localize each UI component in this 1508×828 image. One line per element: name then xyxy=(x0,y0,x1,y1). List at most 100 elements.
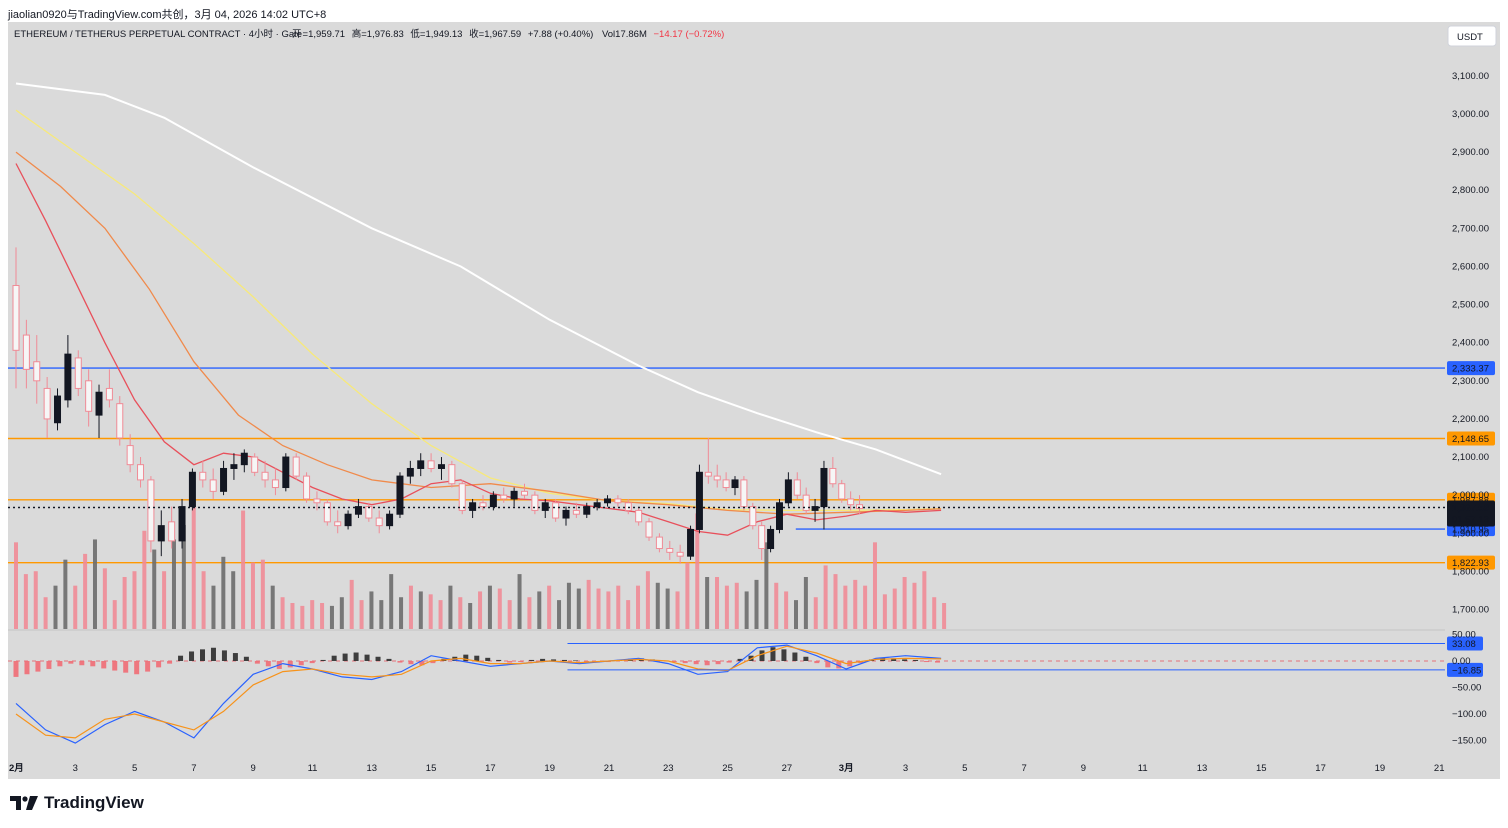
volume-bar xyxy=(112,600,117,629)
macd-histogram-bar xyxy=(737,658,743,661)
macd-histogram-bar xyxy=(112,661,118,671)
volume-bars xyxy=(14,504,947,629)
volume-change: −14.17 (−0.72%) xyxy=(654,29,725,40)
macd-histogram-bar xyxy=(331,655,337,661)
macd-histogram-bar xyxy=(156,661,162,668)
candle-down xyxy=(458,483,466,511)
macd-line xyxy=(15,644,942,744)
macd-histogram-bar xyxy=(68,661,74,664)
volume-bar xyxy=(241,510,246,629)
candle-down xyxy=(334,521,342,527)
macd-signal-line xyxy=(15,645,942,739)
macd-tick-label: 0.00 xyxy=(1452,656,1471,667)
volume-bar xyxy=(231,571,236,629)
macd-histogram-bar xyxy=(134,661,140,675)
candle-down xyxy=(323,502,331,523)
macd-level-box xyxy=(1447,636,1483,651)
time-tick-label: 5 xyxy=(132,763,137,774)
candle-down xyxy=(12,285,20,351)
time-tick-label: 2月 xyxy=(9,763,24,774)
currency-button[interactable]: USDT xyxy=(1447,25,1497,47)
currency-label[interactable]: USDT xyxy=(1457,32,1483,43)
volume-bar xyxy=(478,591,483,629)
open-value: 1,959.71 xyxy=(308,29,345,40)
macd-histogram-bar xyxy=(463,654,469,661)
candle-down xyxy=(793,479,801,496)
macd-histogram-bar xyxy=(254,661,260,664)
macd-histogram-bar xyxy=(770,647,776,661)
candle-down xyxy=(645,521,653,538)
volume-bar xyxy=(912,582,917,629)
price-tick-label: 2,600.00 xyxy=(1452,261,1489,272)
volume-bar xyxy=(250,562,255,629)
volume-bar xyxy=(794,600,799,629)
price-tick-label: 2,900.00 xyxy=(1452,147,1489,158)
volume-bar xyxy=(902,577,907,629)
candle-down xyxy=(365,506,373,519)
candle-down xyxy=(704,471,712,477)
candle-down xyxy=(137,464,145,481)
chart-background xyxy=(8,22,1500,779)
price-axis[interactable]: 3,100.00 3,000.00 2,900.00 2,800.00 2,700.00… xyxy=(1452,71,1489,616)
volume-bar xyxy=(655,582,660,629)
brand-text: TradingView xyxy=(44,793,144,812)
candle-down xyxy=(199,471,207,481)
macd-histogram-bar xyxy=(704,661,710,666)
volume-bar xyxy=(132,571,137,629)
macd-histogram-bar xyxy=(178,655,184,661)
candle-down xyxy=(22,334,30,370)
macd-histogram-bar xyxy=(507,661,513,663)
candle-up xyxy=(687,528,695,557)
time-tick-label: 13 xyxy=(367,763,378,774)
volume-bar xyxy=(201,571,206,629)
volume-bar xyxy=(142,530,147,629)
candle-down xyxy=(292,456,300,477)
macd-histogram-bar xyxy=(79,661,85,666)
volume-bar xyxy=(53,585,58,629)
level-price-label: 2,333.37 xyxy=(1452,364,1489,375)
candle-down xyxy=(209,479,217,492)
candle-down xyxy=(829,467,837,485)
volume-bar xyxy=(310,600,315,629)
volume-bar xyxy=(606,591,611,629)
volume-bar xyxy=(408,585,413,629)
candle-down xyxy=(427,460,435,469)
price-tick-label: 3,100.00 xyxy=(1452,71,1489,82)
macd-histogram-bar xyxy=(24,661,30,675)
volume-bar xyxy=(83,553,88,629)
low-value: 1,949.13 xyxy=(425,29,462,40)
macd-histogram-bar xyxy=(551,659,557,661)
candle-down xyxy=(33,361,41,382)
candle-down xyxy=(838,483,846,500)
candle-up xyxy=(417,460,425,469)
time-axis[interactable]: 2月 3 5 7 9 11 13 15 17 19 21 23 25 27 3月 3 5 7 9 11 13 15 17 19… xyxy=(9,763,1444,774)
volume-bar xyxy=(863,585,868,629)
volume-bar xyxy=(221,556,226,629)
time-tick-label: 17 xyxy=(485,763,496,774)
time-tick-label: 25 xyxy=(722,763,733,774)
candle-up xyxy=(54,395,62,424)
macd-histogram-bar xyxy=(375,656,381,661)
volume-bar xyxy=(23,574,28,629)
candle-down xyxy=(713,475,721,481)
high-value: 1,976.83 xyxy=(367,29,404,40)
candle-down xyxy=(500,494,508,500)
macd-histogram-bar xyxy=(891,658,897,661)
candle-up xyxy=(396,475,404,515)
candle-up xyxy=(157,525,165,542)
macd-histogram-bar xyxy=(342,653,348,661)
change-value: +7.88 (+0.40%) xyxy=(528,29,594,40)
chart-title: ETHEREUM / TETHERUS PERPETUAL CONTRACT ·… xyxy=(14,28,724,40)
time-tick-label: 7 xyxy=(191,763,196,774)
candle-down xyxy=(614,498,622,504)
macd-histogram-bar xyxy=(496,659,502,661)
volume-value: 17.86M xyxy=(615,29,647,40)
volume-bar xyxy=(823,565,828,629)
candles[interactable] xyxy=(12,247,864,564)
macd-histogram-bar xyxy=(682,661,688,664)
level-price-label: 1,910.95 xyxy=(1452,525,1489,536)
volume-bar xyxy=(882,594,887,629)
volume-bar xyxy=(537,591,542,629)
candle-down xyxy=(624,502,632,511)
